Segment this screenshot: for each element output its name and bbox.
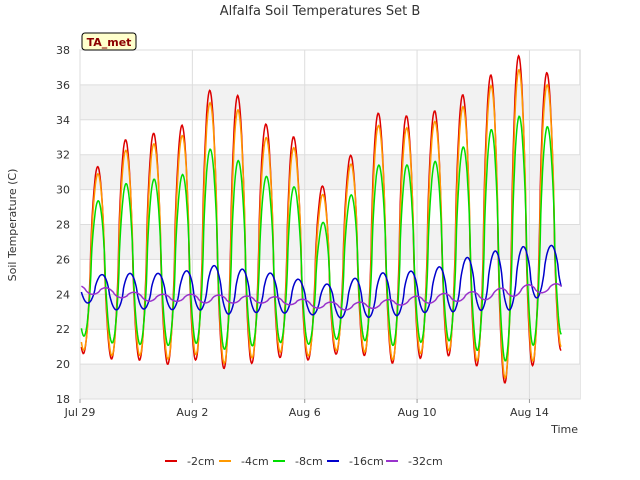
x-tick-label: Jul 29 [64, 406, 96, 419]
series-line-8cm [80, 115, 562, 362]
y-axis-ticks: 18 20 22 24 26 28 30 32 34 36 38 [56, 44, 70, 406]
x-axis-ticks: Jul 29 Aug 2 Aug 6 Aug 10 Aug 14 [64, 399, 549, 419]
station-badge: TA_met [81, 32, 137, 51]
y-tick-label: 20 [56, 358, 70, 371]
y-tick-label: 34 [56, 114, 70, 127]
plot-band [80, 364, 580, 399]
chart-title: Alfalfa Soil Temperatures Set B [220, 4, 421, 19]
x-tick-label: Aug 10 [398, 406, 437, 419]
legend-item: -8cm [273, 455, 323, 468]
legend-item: -16cm [327, 455, 384, 468]
y-tick-label: 18 [56, 393, 70, 406]
legend-label: -16cm [349, 455, 384, 468]
legend-item: -4cm [219, 455, 269, 468]
legend-label: -32cm [408, 455, 443, 468]
legend-item: -2cm [165, 455, 215, 468]
y-tick-label: 24 [56, 288, 70, 301]
y-tick-label: 22 [56, 323, 70, 336]
badge-box [81, 32, 137, 51]
y-axis-label: Soil Temperature (C) [6, 169, 19, 282]
y-tick-label: 28 [56, 219, 70, 232]
x-tick-label: Aug 2 [176, 406, 208, 419]
series-lines [80, 54, 563, 384]
legend-label: -8cm [295, 455, 323, 468]
y-tick-label: 36 [56, 79, 70, 92]
legend: -2cm -4cm -8cm -16cm -32cm [165, 455, 443, 468]
legend-label: -2cm [187, 455, 215, 468]
badge-text: TA_met [87, 36, 132, 49]
plot-bands [80, 84, 580, 399]
y-tick-label: 30 [56, 184, 70, 197]
plot-band [80, 224, 580, 260]
series-line-32cm [81, 283, 562, 311]
legend-item: -32cm [386, 455, 443, 468]
plot-band [80, 154, 580, 190]
y-tick-label: 32 [56, 149, 70, 162]
legend-label: -4cm [241, 455, 269, 468]
x-axis-label: Time [550, 423, 578, 436]
x-tick-label: Aug 6 [289, 406, 321, 419]
y-tick-label: 26 [56, 253, 70, 266]
y-tick-label: 38 [56, 44, 70, 57]
series-line-16cm [80, 244, 563, 319]
x-tick-label: Aug 14 [510, 406, 549, 419]
plot-band [80, 84, 580, 120]
